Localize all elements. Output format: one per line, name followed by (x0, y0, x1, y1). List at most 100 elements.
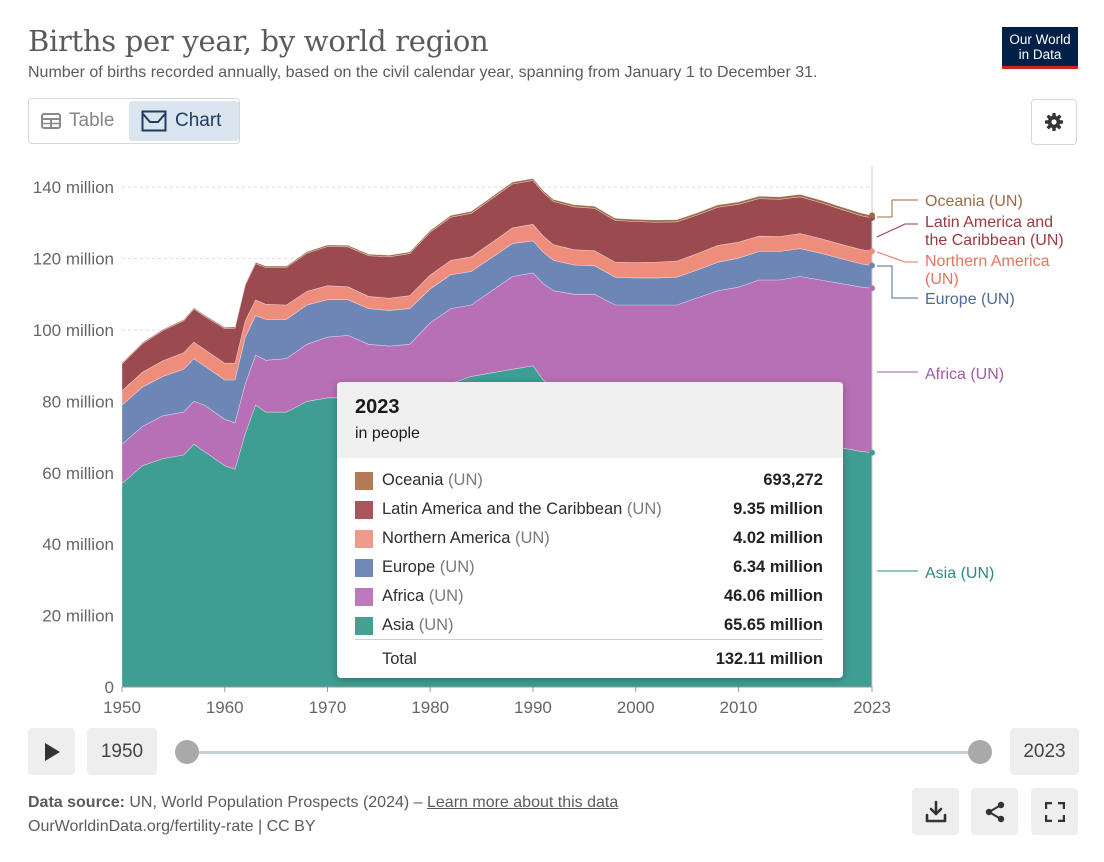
data-source: Data source: UN, World Population Prospe… (28, 794, 618, 812)
y-tick-label: 100 million (33, 321, 114, 340)
tooltip-row: Africa (UN) 46.06 million (355, 582, 823, 611)
tooltip-total-label: Total (382, 649, 417, 668)
chart-icon (141, 110, 167, 132)
play-icon (44, 742, 60, 761)
tooltip-swatch (355, 500, 373, 519)
endpoint-northern-america (869, 248, 875, 255)
x-tick-label: 1980 (411, 698, 449, 717)
learn-more-link[interactable]: Learn more about this data (427, 794, 619, 811)
tooltip-unit: in people (355, 425, 420, 442)
x-tick-label: 1950 (103, 698, 141, 717)
play-button[interactable] (28, 728, 75, 775)
label-africa[interactable]: Africa (UN) (925, 366, 1004, 383)
tooltip-series-name: Africa (UN) (382, 587, 464, 605)
tooltip-series-value: 9.35 million (733, 500, 823, 518)
leader-namerica (876, 251, 918, 263)
tab-chart[interactable]: Chart (129, 101, 239, 141)
leader-europe (877, 265, 918, 299)
label-latam-line1[interactable]: Latin America and (925, 214, 1053, 231)
timeline-end-handle[interactable] (968, 740, 992, 764)
y-tick-label: 80 million (42, 392, 114, 411)
tooltip-series-suffix: (UN) (424, 587, 464, 605)
tooltip-row: Northern America (UN) 4.02 million (355, 524, 823, 553)
x-tick-label: 2023 (853, 698, 891, 717)
tooltip-swatch (355, 471, 373, 490)
timeline-start-year[interactable]: 1950 (87, 728, 157, 775)
tooltip-row: Latin America and the Caribbean (UN) 9.35… (355, 495, 823, 524)
tooltip-series-value: 4.02 million (733, 529, 823, 547)
x-tick-label: 1990 (514, 698, 552, 717)
timeline-end-year[interactable]: 2023 (1010, 728, 1079, 775)
share-button[interactable] (971, 788, 1018, 835)
settings-button[interactable] (1031, 99, 1077, 145)
tooltip-series-value: 6.34 million (733, 558, 823, 576)
y-tick-label: 0 (105, 678, 114, 697)
x-axis-tick-labels: 1950 1960 1970 1980 1990 2000 2010 2023 (103, 698, 891, 717)
tooltip-row: Oceania (UN) 693,272 (355, 466, 823, 495)
tooltip-series-name: Oceania (UN) (382, 471, 483, 489)
view-tabs: Table Chart (28, 98, 240, 144)
data-source-text: UN, World Population Prospects (2024) – (124, 794, 427, 811)
tooltip-series-suffix: (UN) (443, 471, 483, 489)
tab-chart-label: Chart (175, 110, 222, 131)
series-labels: Oceania (UN) Latin America and the Carib… (876, 193, 1064, 582)
y-tick-label: 120 million (33, 250, 114, 269)
data-source-label: Data source: (28, 794, 125, 811)
y-tick-label: 60 million (42, 464, 114, 483)
timeline-start-handle[interactable] (175, 740, 199, 764)
tooltip-series-suffix: (UN) (510, 529, 550, 547)
download-icon (925, 800, 946, 822)
fullscreen-button[interactable] (1031, 788, 1078, 835)
tab-table[interactable]: Table (31, 101, 129, 141)
fullscreen-icon (1044, 801, 1065, 822)
tooltip-header: 2023 in people (337, 382, 843, 458)
download-button[interactable] (912, 788, 959, 835)
endpoint-europe (869, 262, 875, 269)
tooltip-divider (355, 639, 823, 640)
x-tick-label: 2010 (720, 698, 758, 717)
share-icon (985, 801, 1004, 822)
tooltip-series-value: 693,272 (763, 471, 823, 489)
chart-subtitle: Number of births recorded annually, base… (28, 64, 818, 81)
tooltip-swatch (355, 587, 373, 606)
label-latam-line2[interactable]: the Caribbean (UN) (925, 232, 1064, 249)
label-namerica-line2[interactable]: (UN) (925, 271, 959, 288)
chart-title: Births per year, by world region (28, 24, 489, 58)
tooltip-series-suffix: (UN) (414, 616, 454, 634)
series-endpoints (869, 212, 875, 456)
endpoint-africa (869, 285, 875, 292)
timeline-track[interactable] (186, 751, 980, 754)
endpoint-oceania (869, 212, 875, 219)
tooltip-series-name: Asia (UN) (382, 616, 454, 634)
tooltip-swatch (355, 616, 373, 635)
leader-latam (876, 223, 918, 238)
tooltip-year: 2023 (355, 396, 400, 418)
tab-table-label: Table (69, 110, 115, 131)
y-tick-label: 140 million (33, 178, 114, 197)
label-oceania[interactable]: Oceania (UN) (925, 193, 1023, 210)
tooltip: 2023 in people Oceania (UN) 693,272 Latin … (337, 382, 843, 678)
tooltip-series-suffix: (UN) (622, 500, 662, 518)
owid-logo[interactable]: Our World in Data (1002, 27, 1078, 69)
x-tick-label: 2000 (617, 698, 655, 717)
gear-icon (1045, 113, 1063, 131)
y-axis-tick-labels: 0 20 million 40 million 60 million 80 millio… (33, 178, 114, 697)
label-europe[interactable]: Europe (UN) (925, 291, 1015, 308)
x-tick-label: 1970 (309, 698, 347, 717)
table-icon (41, 113, 61, 129)
endpoint-asia (869, 449, 875, 456)
tooltip-row: Asia (UN) 65.65 million (355, 611, 823, 640)
tooltip-series-name: Northern America (UN) (382, 529, 550, 547)
tooltip-series-suffix: (UN) (435, 558, 475, 576)
y-tick-label: 40 million (42, 535, 114, 554)
label-namerica-line1[interactable]: Northern America (925, 253, 1050, 270)
y-tick-label: 20 million (42, 607, 114, 626)
source-url[interactable]: OurWorldinData.org/fertility-rate | CC B… (28, 818, 316, 835)
label-asia[interactable]: Asia (UN) (925, 565, 994, 582)
x-tick-label: 1960 (206, 698, 244, 717)
tooltip-swatch (355, 529, 373, 548)
tooltip-series-name: Europe (UN) (382, 558, 475, 576)
logo-line-1: Our World (1009, 32, 1071, 47)
tooltip-total-value: 132.11 million (715, 649, 823, 668)
tooltip-series-value: 46.06 million (723, 587, 823, 605)
